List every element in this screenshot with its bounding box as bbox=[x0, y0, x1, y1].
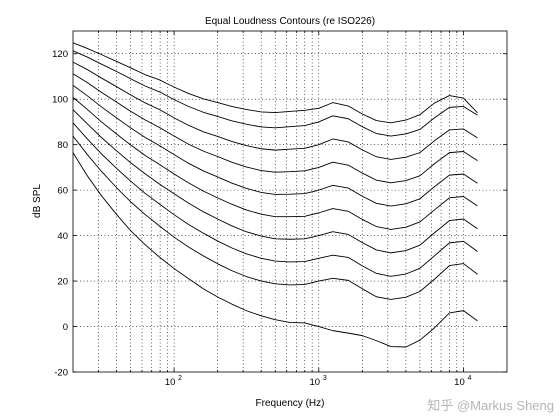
y-tick-label: 20 bbox=[57, 277, 68, 288]
chart-title: Equal Loudness Contours (re ISO226) bbox=[205, 16, 375, 27]
contour-line-3 bbox=[72, 122, 478, 277]
contour-line-7 bbox=[72, 73, 478, 184]
contour-line-6 bbox=[72, 84, 478, 207]
y-axis-label: dB SPL bbox=[32, 184, 43, 218]
x-tick-exponent: 3 bbox=[323, 375, 327, 382]
x-axis-label: Frequency (Hz) bbox=[256, 398, 325, 409]
contour-line-9 bbox=[72, 50, 478, 137]
watermark: 知乎 @Markus Sheng bbox=[427, 398, 554, 413]
contour-line-1 bbox=[72, 152, 478, 348]
x-tick-exponent: 4 bbox=[467, 375, 471, 382]
x-tick-label: 10 bbox=[309, 377, 320, 388]
y-tick-label: 60 bbox=[57, 186, 68, 197]
contour-line-2 bbox=[72, 135, 478, 300]
series-lines bbox=[72, 42, 478, 348]
y-tick-label: 0 bbox=[63, 322, 68, 333]
contour-line-4 bbox=[72, 109, 478, 254]
y-tick-label: 100 bbox=[52, 95, 68, 106]
y-tick-label: 80 bbox=[57, 140, 68, 151]
contour-line-8 bbox=[72, 61, 478, 160]
contour-line-5 bbox=[72, 97, 478, 230]
x-tick-label: 10 bbox=[454, 377, 465, 388]
y-tick-label: 120 bbox=[52, 49, 68, 60]
x-tick-exponent: 2 bbox=[178, 375, 182, 382]
x-tick-label: 10 bbox=[165, 377, 176, 388]
plot-frame bbox=[72, 30, 508, 373]
contour-line-10 bbox=[72, 42, 478, 124]
y-tick-label: -20 bbox=[54, 368, 68, 379]
grid bbox=[73, 31, 507, 372]
y-tick-label: 40 bbox=[57, 231, 68, 242]
